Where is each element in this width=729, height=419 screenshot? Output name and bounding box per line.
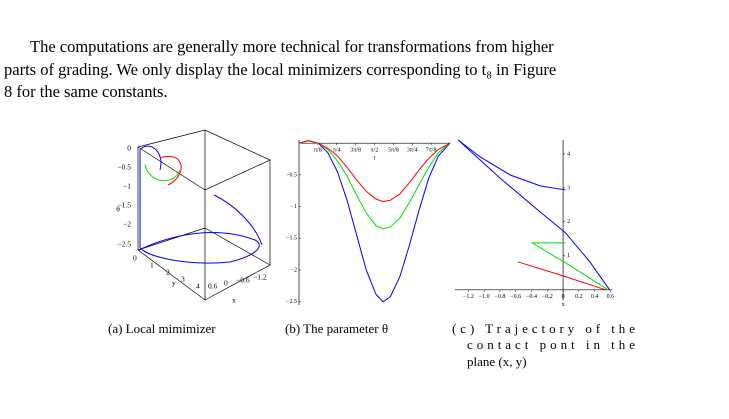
box-3d [137, 129, 271, 301]
trajectory-line [530, 242, 609, 291]
x-tick-label: 5π/8 [388, 148, 399, 154]
x-tick-label: −1.0 [479, 294, 490, 300]
x-tick-label: −0.6 [510, 294, 521, 300]
x-tick-label: −0.6 [236, 276, 250, 285]
x-tick-label: −0.4 [526, 294, 537, 300]
z-axis-label: θ [116, 205, 120, 214]
y-tick-label: −2.5 [286, 299, 297, 305]
y-tick-label: 3 [567, 185, 570, 191]
x-tick-label: −1.2 [463, 294, 474, 300]
x-tick-label: 0.4 [591, 294, 599, 300]
y-tick-label: 2 [166, 268, 170, 277]
y-tick-label: 4 [196, 282, 200, 291]
z-tick-label: −1.5 [117, 201, 131, 210]
trajectory-line [517, 261, 606, 291]
y-tick-label: 0 [133, 254, 137, 263]
panel-a-plot [137, 129, 271, 301]
y-axis-label: y [172, 279, 176, 288]
x-axis-label: t [374, 156, 376, 162]
x-tick-label: −1.2 [253, 273, 267, 282]
x-tick-label: 3π/4 [407, 148, 418, 154]
y-tick-label: 3 [181, 275, 185, 284]
x-tick-label: 3π/8 [350, 148, 361, 154]
x-tick-label: π/8 [314, 148, 322, 154]
y-tick-label: 4 [567, 151, 570, 157]
x-axis-label: x [562, 302, 565, 308]
x-tick-label: 0 [224, 279, 228, 288]
caption: contact pont in the [467, 337, 635, 352]
z-tick-label: −2 [123, 220, 131, 229]
data-line [298, 140, 451, 203]
caption: (c) Trajectory of the [452, 321, 635, 336]
curve [159, 155, 182, 186]
x-tick-label: −0.2 [542, 294, 553, 300]
x-tick-label: 0.6 [607, 294, 615, 300]
z-tick-label: −2.5 [117, 240, 131, 249]
y-tick-label: −0.5 [286, 172, 297, 178]
caption: (a) Local mimimizer [108, 321, 216, 336]
paragraph-line: parts of grading. We only display the lo… [4, 60, 556, 79]
paragraph-line: 8 for the same constants. [4, 82, 168, 101]
trajectory-line [457, 139, 566, 191]
y-tick-label: 1 [150, 261, 154, 270]
x-tick-label: 0.6 [208, 282, 218, 291]
x-tick-label: 0.2 [575, 294, 583, 300]
x-tick-label: −0.8 [495, 294, 506, 300]
x-tick-label: 7π/8 [426, 148, 437, 154]
x-tick-label: π/2 [371, 148, 379, 154]
data-line [298, 140, 451, 303]
curve [138, 145, 263, 264]
y-tick-label: −1.5 [286, 236, 297, 242]
paragraph-line: The computations are generally more tech… [30, 37, 554, 56]
data-line [298, 140, 451, 230]
trajectory-line [457, 139, 611, 291]
curve [144, 164, 181, 182]
x-tick-label: π/4 [333, 148, 341, 154]
y-tick-label: 2 [567, 219, 570, 225]
caption: plane (x, y) [467, 354, 527, 369]
z-tick-label: −0.5 [117, 163, 131, 172]
z-tick-label: −1 [123, 182, 131, 191]
caption: (b) The parameter θ [285, 321, 388, 336]
x-axis-label: x [232, 296, 236, 305]
y-tick-label: −2 [291, 267, 297, 273]
y-tick-label: −1 [291, 204, 297, 210]
x-tick-label: 0 [562, 294, 565, 300]
y-tick-label: 1 [567, 253, 570, 259]
z-tick-label: 0 [127, 144, 131, 153]
